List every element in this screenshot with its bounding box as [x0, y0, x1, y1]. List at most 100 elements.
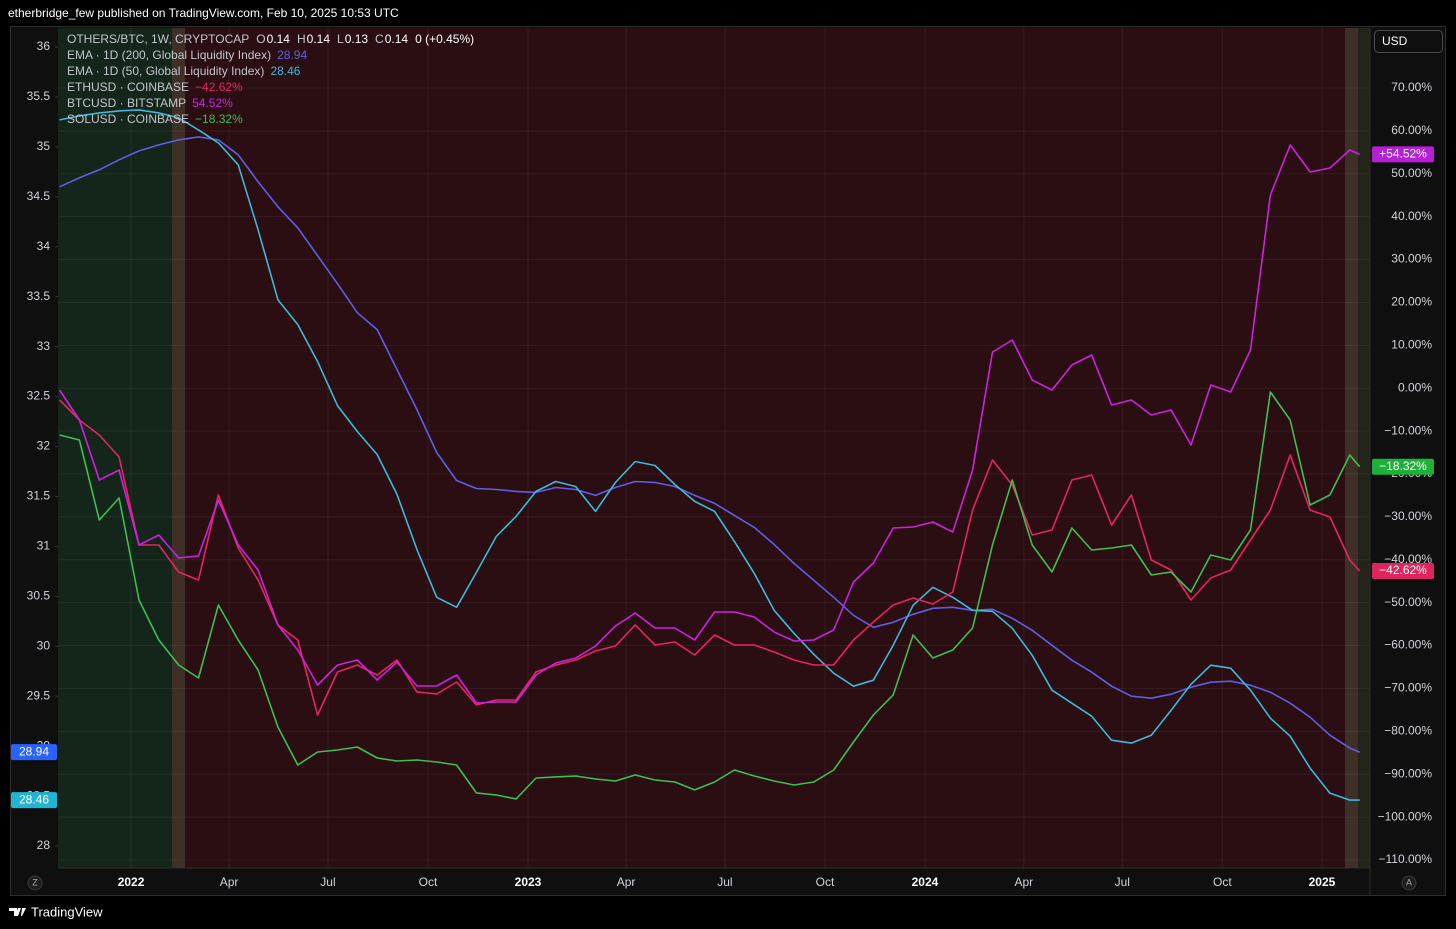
x-tick-label: Oct [816, 875, 835, 889]
legend-value: 54.52% [192, 96, 233, 110]
price-tag [11, 792, 57, 809]
y-tick-label: 35.5 [27, 89, 51, 103]
y2-tick-label: −90.00% [1384, 766, 1432, 780]
header: etherbridge_few published on TradingView… [8, 6, 399, 20]
price-tag-label: +54.52% [1379, 147, 1427, 161]
y2-tick-label: 0.00% [1398, 380, 1432, 394]
series-line [59, 391, 1361, 800]
line-layer [58, 109, 1361, 801]
scale-button[interactable] [1401, 875, 1417, 891]
y2-tick-label: −10.00% [1384, 423, 1432, 437]
background-band [171, 28, 186, 868]
x-tick-label: 2024 [912, 875, 939, 889]
x-tick-label: Apr [220, 875, 239, 889]
series-line [59, 109, 1360, 801]
y-tick-label: 36 [37, 39, 51, 53]
y-tick-label: 34 [37, 239, 51, 253]
price-tag [1372, 458, 1434, 475]
legend-symbol: OTHERS/BTC, 1W, CRYPTOCAP [67, 32, 249, 46]
x-tick-label: 2025 [1309, 875, 1336, 889]
band-layer [58, 28, 1370, 868]
y2-tick-label: −40.00% [1384, 552, 1432, 566]
legend-name: EMA · 1D (200, Global Liquidity Index) [67, 48, 271, 62]
footer-brand: TradingView [31, 904, 103, 919]
y-tick-label: 31 [37, 539, 51, 553]
legend-value: −18.32% [195, 112, 243, 126]
y2-tick-label: 30.00% [1391, 252, 1432, 266]
price-tag-label: −42.62% [1379, 563, 1427, 577]
tradingview-logo [9, 908, 26, 916]
y-tick-label: 33 [37, 339, 51, 353]
ohlc-label: H [297, 32, 306, 46]
legend-name: ETHUSD · COINBASE [67, 80, 189, 94]
legend-value: −42.62% [195, 80, 243, 94]
scale-button[interactable] [27, 875, 43, 891]
x-tick-label: 2022 [118, 875, 145, 889]
y-tick-label: 34.5 [27, 189, 51, 203]
x-tick-label: Apr [617, 875, 636, 889]
price-tag-label: −18.32% [1379, 459, 1427, 473]
y2-tick-label: −50.00% [1384, 595, 1432, 609]
y2-tick-label: 60.00% [1391, 123, 1432, 137]
legend-name: SOLUSD · COINBASE [67, 112, 189, 126]
y-tick-label: 28 [37, 838, 51, 852]
y2-tick-label: 40.00% [1391, 209, 1432, 223]
y-tick-label: 29.5 [27, 688, 51, 702]
y2-tick-label: −60.00% [1384, 638, 1432, 652]
ohlc-label: O [256, 32, 265, 46]
series-line [58, 144, 1361, 704]
background-band [185, 28, 1345, 868]
scale-button-label[interactable]: Z [32, 877, 38, 887]
ohlc-value: 0.13 [345, 32, 369, 46]
x-tick-label: Oct [419, 875, 438, 889]
price-tag-label: 28.46 [19, 792, 49, 806]
x-tick-label: Jul [717, 875, 732, 889]
y2-tick-label: −80.00% [1384, 723, 1432, 737]
y2-tick-label: 10.00% [1391, 337, 1432, 351]
price-tag [11, 744, 57, 761]
ohlc-value: 0.14 [307, 32, 331, 46]
legend-name: BTCUSD · BITSTAMP [67, 96, 186, 110]
axis-layer: 70.00% 60.00% 50.00% 40.00% 30.00% 20.00% 10.0… [11, 28, 1434, 895]
y2-tick-label: 70.00% [1391, 80, 1432, 94]
ohlc-label: L [337, 32, 344, 46]
price-tag [1372, 563, 1434, 580]
grid-layer [58, 28, 1370, 868]
y-tick-label: 32 [37, 439, 51, 453]
x-tick-label: Apr [1014, 875, 1033, 889]
price-tag-label: 28.94 [19, 744, 49, 758]
y-tick-label: 30.5 [27, 588, 51, 602]
legend-value: 28.46 [270, 64, 300, 78]
x-tick-label: 2023 [515, 875, 542, 889]
y-tick-label: 30 [37, 638, 51, 652]
ohlc-change: 0 (+0.45%) [415, 32, 474, 46]
y2-tick-label: −70.00% [1384, 681, 1432, 695]
currency-button[interactable] [1374, 30, 1443, 53]
y2-tick-label: 50.00% [1391, 166, 1432, 180]
background-band [58, 28, 172, 868]
y2-tick-label: 20.00% [1391, 295, 1432, 309]
currency-label[interactable]: USD [1382, 34, 1408, 48]
background-band [1358, 28, 1370, 868]
x-tick-label: Jul [320, 875, 335, 889]
series-line [59, 136, 1360, 753]
y-tick-label: 32.5 [27, 389, 51, 403]
y-tick-label: 35 [37, 139, 51, 153]
legend: OTHERS/BTC, 1W, CRYPTOCAP O 0.14 H 0.14 L 0.13… [67, 32, 474, 126]
legend-name: EMA · 1D (50, Global Liquidity Index) [67, 64, 264, 78]
ohlc-value: 0.14 [267, 32, 291, 46]
y-tick-label: 33.5 [27, 289, 51, 303]
x-tick-label: Jul [1115, 875, 1130, 889]
y2-tick-label: −30.00% [1384, 509, 1432, 523]
y2-tick-label: −110.00% [1379, 852, 1433, 866]
scale-button-label[interactable]: A [1406, 877, 1412, 887]
legend-value: 28.94 [277, 48, 307, 62]
background-band [1344, 28, 1359, 868]
ohlc-label: C [375, 32, 384, 46]
x-tick-label: Oct [1213, 875, 1232, 889]
y-tick-label: 31.5 [27, 489, 51, 503]
ohlc-value: 0.14 [385, 32, 409, 46]
y2-tick-label: −100.00% [1378, 809, 1433, 823]
logo-icon [9, 908, 26, 916]
